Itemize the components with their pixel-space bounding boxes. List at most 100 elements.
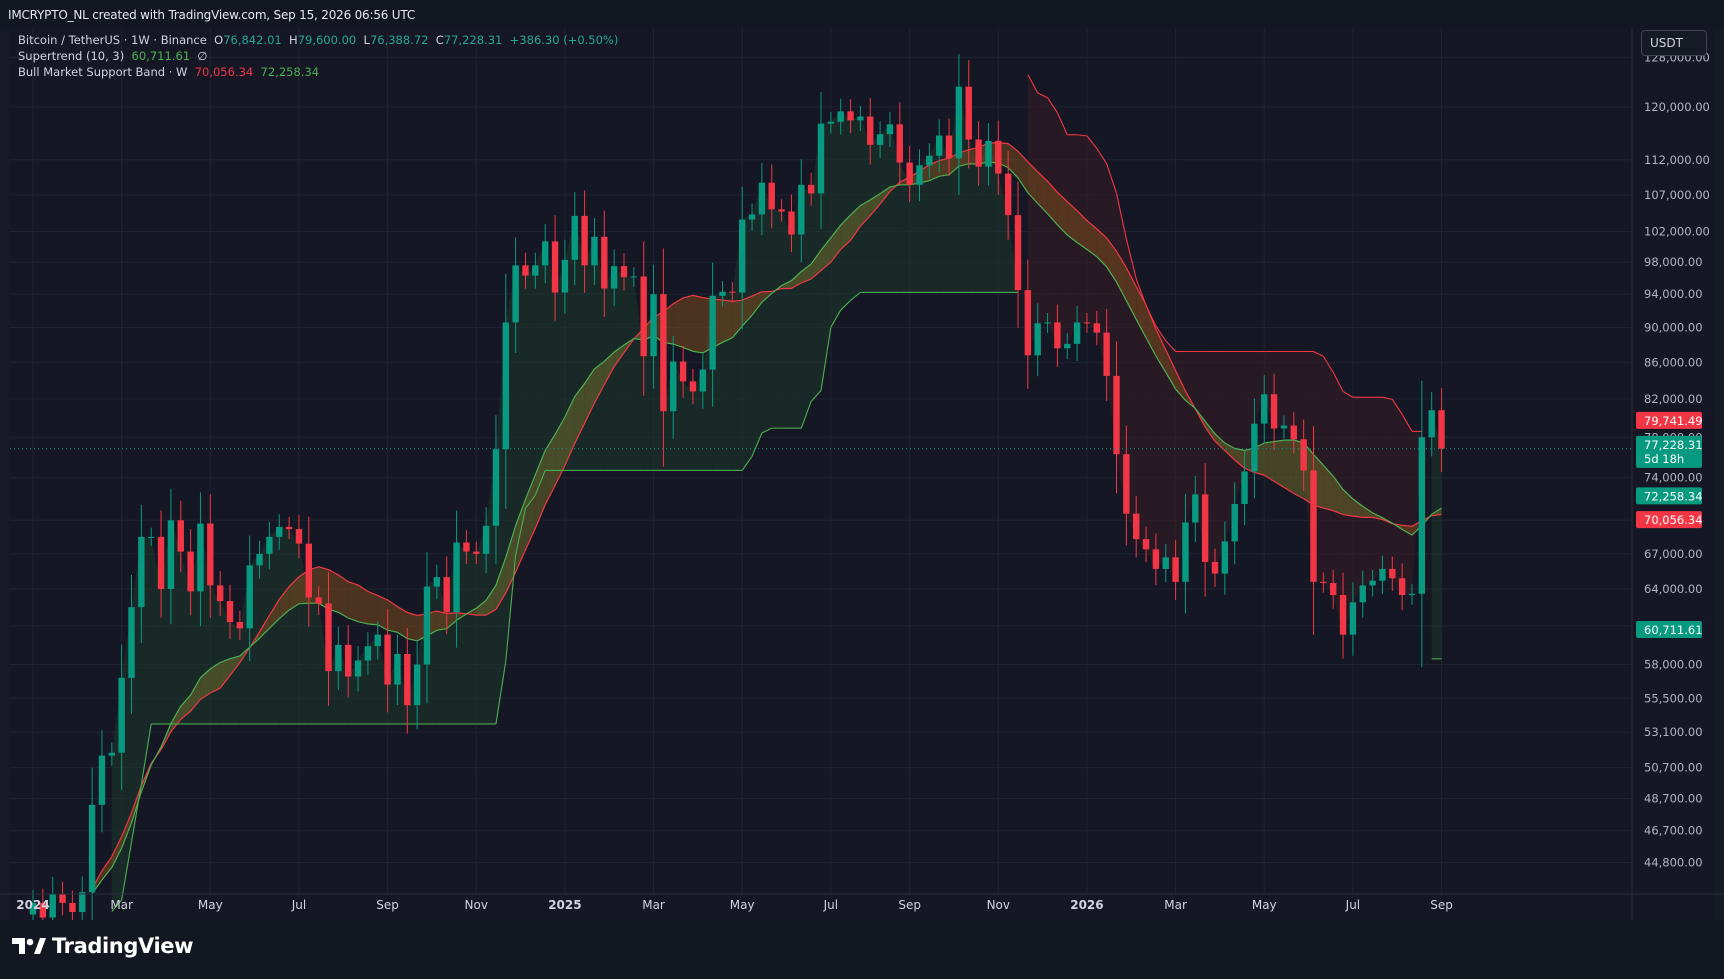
candle-body (1093, 323, 1100, 333)
supertrend-segment (1322, 355, 1334, 373)
band-fill-segment (860, 199, 871, 227)
supertrend-segment (1332, 371, 1344, 392)
legend-supertrend-row[interactable]: Supertrend (10, 3) 60,711.61 ∅ (18, 49, 207, 63)
price-tick-label: 94,000.00 (1644, 287, 1703, 301)
time-tick-label: 2024 (16, 898, 49, 912)
supertrend-segment (1165, 340, 1177, 352)
supertrend-segment (1047, 97, 1058, 114)
band-fill-segment (1215, 433, 1225, 451)
candle-body (1261, 394, 1268, 424)
band-fill-segment (722, 299, 733, 343)
legend-l-label: L (363, 33, 370, 47)
candle-body (315, 597, 322, 604)
chart-frame[interactable]: 44,800.00 46,700.00 48,700.00 50,700.00 53,1… (0, 28, 1724, 920)
supertrend-fill-segment (535, 241, 546, 496)
supertrend-fill-segment (880, 124, 890, 293)
band-fill-segment (1027, 161, 1038, 204)
supertrend-fill-segment (968, 139, 979, 293)
footer (0, 920, 1724, 979)
candle-body (167, 520, 175, 589)
supertrend-segment (1115, 193, 1127, 240)
time-tick-label: Jul (291, 898, 306, 912)
candle-body (699, 369, 706, 392)
candle-body (345, 644, 352, 677)
supertrend-segment (1027, 74, 1039, 94)
band-fill-segment (1018, 151, 1028, 193)
supertrend-segment (1037, 92, 1048, 99)
candle-body (847, 111, 854, 121)
candle-body (187, 551, 194, 592)
time-axis[interactable]: 2024 Mar May Jul Sep Nov 2025 Mar May Jul Sep Nov 20… (0, 893, 1724, 912)
candle-body (670, 361, 677, 412)
supertrend-fill-segment (1254, 351, 1265, 424)
supertrend-segment (800, 401, 812, 429)
candle-body (532, 265, 539, 276)
candle-body (216, 585, 224, 602)
band-fill-segment (830, 225, 841, 263)
candle-body (1103, 332, 1110, 376)
supertrend-fill-segment (870, 134, 881, 293)
candle-body (561, 259, 569, 293)
candle-body (748, 214, 756, 220)
candle-body (285, 526, 293, 530)
tradingview-logo[interactable]: TradingView (12, 934, 193, 958)
candle-body (1290, 425, 1297, 440)
candle-body (581, 215, 588, 266)
supertrend-fill-segment (771, 209, 782, 429)
band-fill-segment (604, 352, 615, 385)
legend-o-label: O (214, 33, 224, 47)
candle-body (571, 215, 578, 260)
candle-body (1379, 568, 1386, 581)
candle-body (926, 155, 933, 166)
candle-body (1221, 541, 1229, 574)
band-fill-segment (781, 280, 792, 289)
supertrend-fill-segment (899, 162, 910, 293)
candle-body (443, 577, 450, 613)
supertrend-extra: ∅ (197, 49, 208, 63)
legend-bmsb-row[interactable]: Bull Market Support Band · W 70,056.34 7… (18, 65, 319, 79)
band-fill-segment (742, 296, 753, 327)
candle-body (788, 211, 795, 235)
supertrend-fill-segment (633, 276, 644, 471)
candle-body (817, 123, 825, 194)
candle-body (709, 295, 716, 370)
candle-body (453, 542, 460, 613)
candle-body (1280, 425, 1288, 429)
supertrend-segment (761, 427, 772, 434)
price-chart[interactable]: 44,800.00 46,700.00 48,700.00 50,700.00 53,1… (0, 28, 1724, 920)
legend-symbol-row[interactable]: Bitcoin / TetherUS · 1W · Binance O76,84… (18, 33, 618, 47)
candle-body (207, 523, 214, 586)
candle-body (1398, 578, 1406, 596)
price-tick-label: 112,000.00 (1644, 153, 1710, 167)
band-fill-segment (1136, 286, 1147, 338)
band-fill-segment (850, 205, 861, 241)
candle-body (1320, 581, 1327, 584)
time-tick-label: 2026 (1070, 898, 1103, 912)
candle-body (1241, 471, 1248, 505)
time-tick-label: Mar (1164, 898, 1187, 912)
candle-body (542, 241, 549, 266)
supertrend-segment (840, 299, 851, 311)
watermark-text: IMCRYPTO_NL created with TradingView.com… (8, 8, 416, 22)
candle-body (335, 644, 342, 672)
candle-body (502, 322, 509, 450)
currency-button[interactable]: USDT (1641, 30, 1707, 56)
candle-body (1113, 375, 1120, 455)
supertrend-fill-segment (1382, 397, 1393, 579)
band-fill-segment (259, 615, 270, 639)
candle-body (128, 607, 135, 678)
supertrend-fill-segment (466, 551, 477, 724)
band-fill-segment (821, 237, 831, 271)
price-tick-label: 64,000.00 (1644, 582, 1703, 596)
band-fill-segment (387, 599, 398, 633)
candle-body (660, 294, 667, 412)
band-fill-segment (436, 611, 447, 631)
candle-body (492, 449, 500, 526)
candle-body (975, 139, 982, 167)
band-fill-segment (1096, 228, 1107, 267)
candle-body (1172, 557, 1179, 582)
candle-body (758, 182, 766, 215)
band-fill-segment (111, 836, 122, 868)
supertrend-fill-segment (1392, 399, 1403, 596)
candle-body (325, 603, 332, 672)
